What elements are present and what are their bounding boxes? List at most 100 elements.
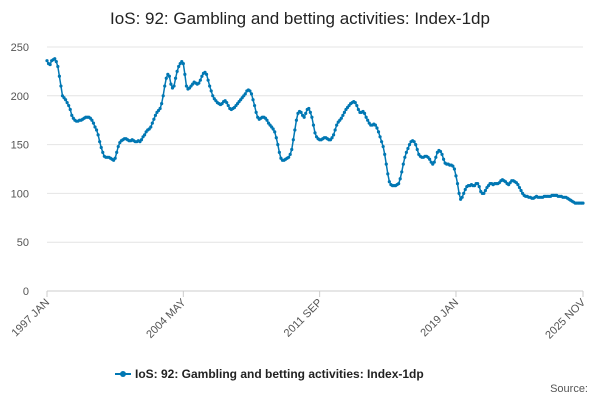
legend-label: IoS: 92: Gambling and betting activities… bbox=[135, 367, 424, 381]
data-point bbox=[462, 191, 466, 195]
data-point bbox=[339, 116, 343, 120]
data-point bbox=[517, 185, 522, 190]
data-point bbox=[70, 113, 74, 117]
data-point bbox=[428, 157, 432, 161]
data-point bbox=[333, 128, 337, 132]
data-point bbox=[397, 182, 401, 186]
data-point bbox=[398, 177, 402, 181]
data-point bbox=[142, 133, 147, 137]
data-point bbox=[404, 150, 408, 155]
data-point bbox=[335, 123, 339, 127]
data-point bbox=[163, 84, 167, 88]
data-point bbox=[432, 160, 436, 164]
data-point bbox=[356, 107, 360, 112]
data-point bbox=[63, 98, 68, 102]
data-point bbox=[376, 130, 381, 134]
data-point bbox=[383, 152, 387, 156]
data-point bbox=[265, 118, 269, 122]
data-point bbox=[438, 149, 443, 154]
data-point bbox=[274, 136, 278, 140]
data-point bbox=[167, 74, 171, 78]
data-point bbox=[96, 133, 100, 137]
x-tick-label: 2025 NOV bbox=[543, 296, 588, 341]
data-point bbox=[139, 138, 144, 142]
data-point bbox=[406, 146, 410, 151]
data-point bbox=[197, 81, 201, 85]
data-point bbox=[99, 145, 103, 150]
data-point bbox=[94, 128, 99, 132]
data-point bbox=[451, 164, 455, 168]
data-point bbox=[184, 84, 189, 88]
data-point bbox=[287, 155, 291, 159]
data-point bbox=[384, 162, 388, 166]
data-point bbox=[403, 155, 407, 159]
data-point bbox=[161, 94, 165, 98]
data-point bbox=[441, 157, 446, 161]
data-point bbox=[113, 156, 117, 160]
data-point bbox=[252, 103, 257, 108]
data-point bbox=[164, 76, 168, 80]
data-point bbox=[98, 140, 102, 144]
data-point bbox=[204, 72, 209, 76]
data-point bbox=[387, 180, 391, 184]
data-point bbox=[277, 150, 281, 155]
data-point bbox=[407, 143, 412, 147]
data-point bbox=[519, 188, 523, 193]
data-point bbox=[483, 188, 488, 193]
source-label: Source: bbox=[550, 383, 588, 395]
data-point bbox=[53, 57, 57, 61]
data-point bbox=[183, 72, 187, 76]
data-point bbox=[209, 89, 213, 93]
data-point bbox=[181, 61, 185, 66]
data-point bbox=[434, 155, 438, 159]
data-point bbox=[152, 117, 156, 121]
data-point bbox=[54, 60, 58, 64]
data-point bbox=[362, 111, 367, 115]
data-point bbox=[225, 101, 229, 105]
data-point bbox=[290, 147, 294, 152]
x-tick-label: 1997 JAN bbox=[9, 297, 52, 340]
data-point bbox=[455, 182, 460, 186]
data-point bbox=[198, 78, 202, 82]
y-tick-label: 0 bbox=[23, 286, 29, 298]
data-point bbox=[378, 135, 382, 139]
data-point bbox=[304, 111, 308, 115]
data-point bbox=[56, 64, 60, 69]
data-point bbox=[380, 140, 384, 144]
data-point bbox=[160, 102, 164, 106]
y-tick-label: 200 bbox=[11, 91, 29, 103]
data-point bbox=[482, 191, 486, 195]
data-point bbox=[177, 64, 181, 69]
data-point bbox=[208, 84, 212, 88]
data-point bbox=[341, 113, 345, 117]
data-point bbox=[271, 127, 275, 131]
data-point bbox=[355, 103, 359, 108]
data-point bbox=[243, 92, 247, 96]
data-point bbox=[45, 59, 49, 63]
data-point bbox=[460, 195, 464, 199]
data-point bbox=[254, 110, 258, 114]
data-point bbox=[172, 84, 176, 88]
x-tick-label: 2011 SEP bbox=[282, 297, 325, 340]
data-point bbox=[68, 107, 72, 112]
data-point bbox=[364, 115, 368, 119]
data-point bbox=[251, 98, 255, 102]
x-tick-label: 2019 JAN bbox=[418, 297, 461, 340]
data-point bbox=[454, 174, 458, 178]
data-point bbox=[440, 152, 444, 156]
data-point bbox=[330, 136, 334, 140]
data-point bbox=[48, 62, 52, 67]
data-point bbox=[415, 147, 419, 152]
data-point bbox=[90, 118, 94, 122]
data-point bbox=[414, 143, 418, 147]
data-point bbox=[206, 78, 210, 82]
y-tick-label: 250 bbox=[11, 42, 29, 54]
data-point bbox=[310, 115, 314, 119]
data-point bbox=[200, 74, 204, 78]
data-point bbox=[175, 69, 179, 73]
data-point bbox=[299, 110, 303, 114]
data-point bbox=[115, 150, 119, 155]
data-point bbox=[211, 94, 215, 98]
data-point bbox=[307, 106, 311, 111]
